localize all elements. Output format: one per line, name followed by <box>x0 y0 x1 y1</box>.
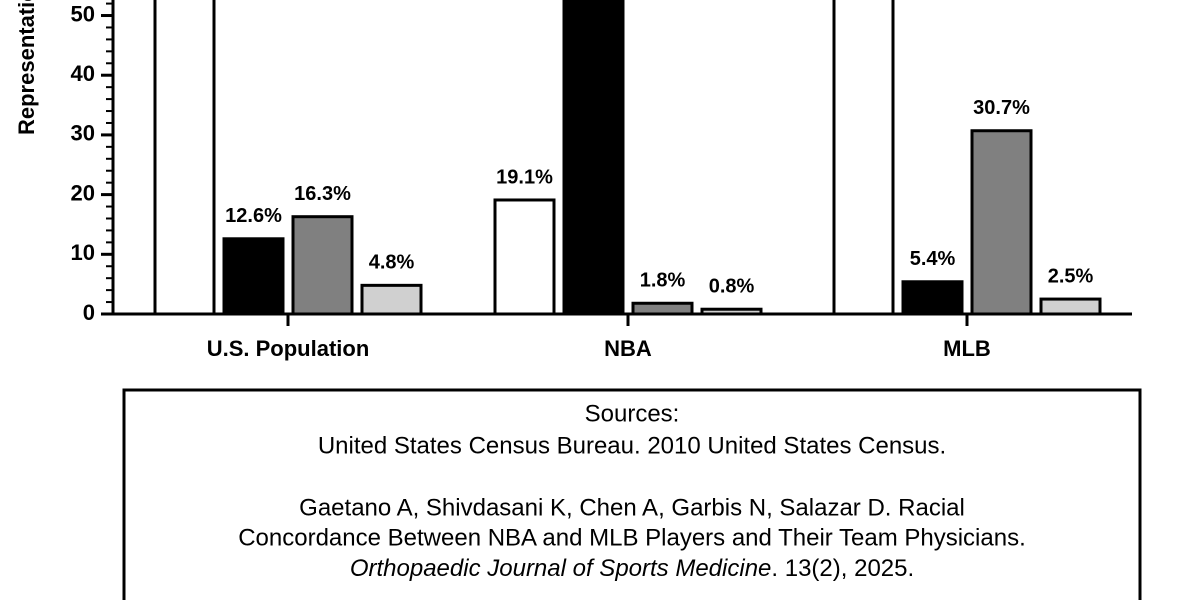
x-tick-label: NBA <box>604 336 652 361</box>
bar <box>832 0 895 316</box>
y-tick-label: 40 <box>71 61 95 86</box>
bar <box>631 301 694 316</box>
data-label: 19.1% <box>496 166 553 188</box>
bar <box>360 283 423 316</box>
sources-heading: Sources: <box>585 400 680 427</box>
y-tick-label: 50 <box>71 1 95 26</box>
source-line: United States Census Bureau. 2010 United… <box>318 432 946 459</box>
bar <box>222 237 285 316</box>
y-axis-label: Representation (%) <box>14 0 39 135</box>
citation-tail: . 13(2), 2025. <box>771 555 914 582</box>
source-line: Concordance Between NBA and MLB Players … <box>238 524 1026 551</box>
data-label: 2.5% <box>1048 265 1094 287</box>
data-label: 12.6% <box>225 205 282 227</box>
bar <box>562 0 625 316</box>
data-label: 0.8% <box>709 276 755 298</box>
x-tick-label: U.S. Population <box>207 336 370 361</box>
bar <box>493 198 556 316</box>
bar <box>1039 297 1102 316</box>
bar <box>970 129 1033 316</box>
sources-box <box>122 388 1142 600</box>
journal: Orthopaedic Journal of Sports Medicine <box>350 555 772 582</box>
data-label: 16.3% <box>294 183 351 205</box>
y-tick-label: 20 <box>71 180 95 205</box>
source-line: Gaetano A, Shivdasani K, Chen A, Garbis … <box>299 494 965 521</box>
data-label: 30.7% <box>973 97 1030 119</box>
y-tick-label: 10 <box>71 240 95 265</box>
source-citation: Orthopaedic Journal of Sports Medicine. … <box>350 555 914 582</box>
bar <box>291 215 354 316</box>
data-label: 4.8% <box>369 252 415 274</box>
bar <box>901 280 964 316</box>
y-tick-label: 0 <box>83 300 95 325</box>
y-tick-label: 30 <box>71 121 95 146</box>
data-label: 5.4% <box>910 248 956 270</box>
data-label: 1.8% <box>640 270 686 292</box>
x-tick-label: MLB <box>943 336 991 361</box>
bar <box>153 0 216 316</box>
